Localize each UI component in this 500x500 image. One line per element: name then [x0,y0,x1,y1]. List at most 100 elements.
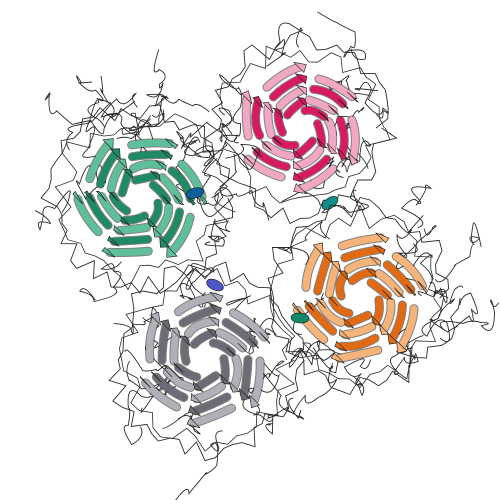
strand-arrowhead [208,316,220,328]
beta-strand [296,155,331,181]
beta-strand [110,235,152,245]
helix-segment [185,187,205,199]
beta-strand [220,355,229,383]
strand-arrowhead [252,95,263,109]
beta-strand [297,165,337,193]
strand-arrowhead [107,235,120,247]
coil-loop [176,121,223,158]
subunit-green [34,49,260,302]
outer-coil [219,45,391,204]
strand-arrowhead [316,137,328,149]
strand-arrowhead [149,311,161,326]
beta-strand [190,329,216,348]
beta-strand [128,139,174,149]
beta-strand [158,174,183,204]
strand-arrowhead [209,291,224,303]
beta-strand [344,257,379,273]
strand-arrowhead [328,105,339,117]
coil-loop [303,340,335,361]
beta-strand [240,356,252,398]
strand-arrowhead [228,381,240,393]
beta-strand [392,253,426,290]
beta-strand [230,355,242,391]
beta-strand [109,192,131,215]
beta-strand [263,142,295,160]
coil-loop [218,107,238,143]
beta-strand [284,98,306,119]
beta-strand [97,192,122,222]
strand-arrowhead [261,139,272,151]
beta-strand [263,63,303,91]
strand-arrowhead [186,417,201,429]
beta-strand [380,298,395,333]
beta-strand [149,181,171,204]
beta-strand [325,263,340,298]
subunit-gray [108,261,338,500]
beta-strand [274,109,286,136]
helix-segment [321,196,339,210]
beta-strand [115,224,150,235]
strand-arrowhead [101,246,116,258]
beta-strand [168,213,194,255]
coil-loop [175,136,218,200]
strand-arrowhead [164,138,179,150]
strand-arrowhead [370,315,383,326]
beta-strand [242,95,252,140]
beta-strand [325,118,337,152]
strand-arrowhead [378,323,390,335]
coil-loop [116,109,165,140]
outer-coil [205,30,398,225]
strand-arrowhead [248,337,260,349]
strand-arrowhead [159,236,171,248]
beta-strand [106,247,152,257]
beta-strand [194,372,220,391]
strand-arrowhead [173,362,184,373]
subunit-orange [267,184,499,397]
beta-strand [301,106,328,120]
beta-strand [294,137,316,158]
beta-strand [130,160,165,172]
strand-arrowhead [314,297,327,309]
strand-arrowhead [318,111,329,122]
strand-arrowhead [326,142,338,155]
strand-arrowhead [188,405,201,416]
beta-strand [348,116,359,161]
beta-strand [314,120,326,147]
outer-coil [54,113,229,291]
beta-strand [338,334,379,351]
beta-strand [335,346,382,362]
strand-arrowhead [293,159,305,172]
beta-strand [179,305,218,327]
strand-arrowhead [417,280,428,294]
strand-arrowhead [102,138,114,151]
strand-arrowhead [382,289,393,301]
strand-arrowhead [372,244,386,256]
strand-arrowhead [405,284,417,297]
strand-arrowhead [109,148,121,160]
coil-loop [401,184,433,228]
strand-arrowhead [330,352,345,364]
strand-arrowhead [155,160,167,172]
coil-loop [219,74,243,144]
beta-strand [191,404,236,427]
coil-loop [261,363,338,414]
strand-arrowhead [152,226,164,238]
strand-arrowhead [150,371,162,383]
strand-arrowhead [295,84,307,97]
coil-loop [79,261,122,302]
coil-loop [434,222,482,283]
strand-arrowhead [249,394,261,409]
outer-coil [267,196,461,396]
strand-arrowhead [259,331,271,345]
beta-strand [372,296,383,324]
strand-arrowhead [330,261,342,273]
coil-loop [343,358,371,397]
strand-arrowhead [173,194,185,206]
beta-strand [336,272,348,300]
beta-strand [161,208,184,246]
strand-arrowhead [190,392,202,404]
strand-arrowhead [84,190,95,203]
strand-arrowhead [334,340,348,352]
beta-strand [74,195,102,236]
